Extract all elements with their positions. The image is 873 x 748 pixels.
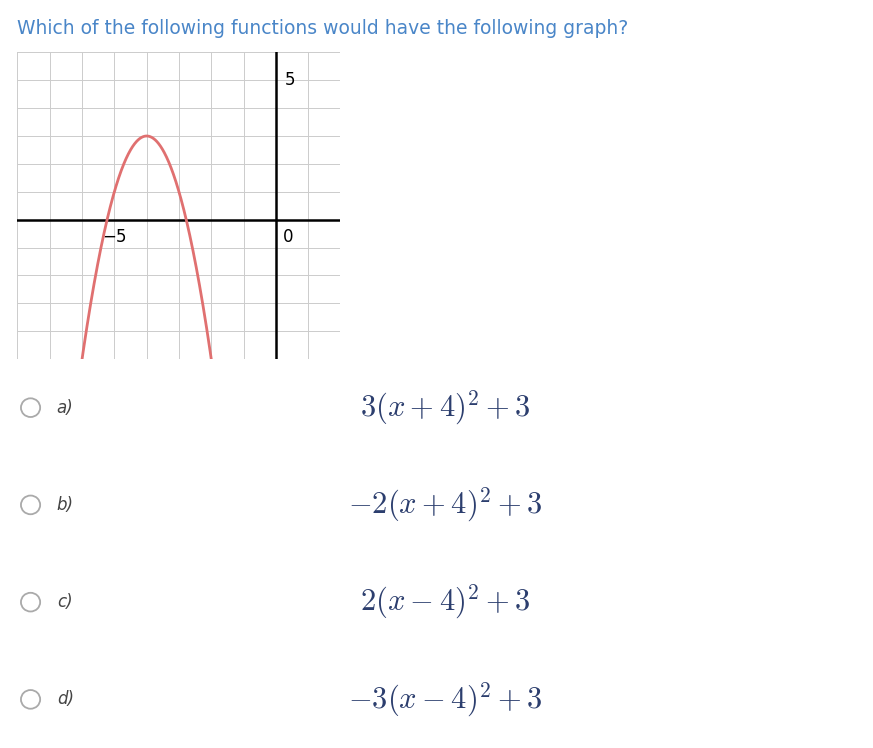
Text: b): b) xyxy=(57,496,73,514)
Text: $-5$: $-5$ xyxy=(102,228,127,246)
Text: $-2(x + 4)^2 + 3$: $-2(x + 4)^2 + 3$ xyxy=(348,485,542,524)
Text: $3(x + 4)^2 + 3$: $3(x + 4)^2 + 3$ xyxy=(360,388,531,427)
Text: $2(x - 4)^2 + 3$: $2(x - 4)^2 + 3$ xyxy=(360,583,531,622)
Text: a): a) xyxy=(57,399,73,417)
Text: d): d) xyxy=(57,690,73,708)
Text: $5$: $5$ xyxy=(284,71,295,89)
Text: c): c) xyxy=(57,593,72,611)
Text: $0$: $0$ xyxy=(282,228,294,246)
Text: $-3(x - 4)^2 + 3$: $-3(x - 4)^2 + 3$ xyxy=(348,680,542,719)
Text: Which of the following functions would have the following graph?: Which of the following functions would h… xyxy=(17,19,629,37)
